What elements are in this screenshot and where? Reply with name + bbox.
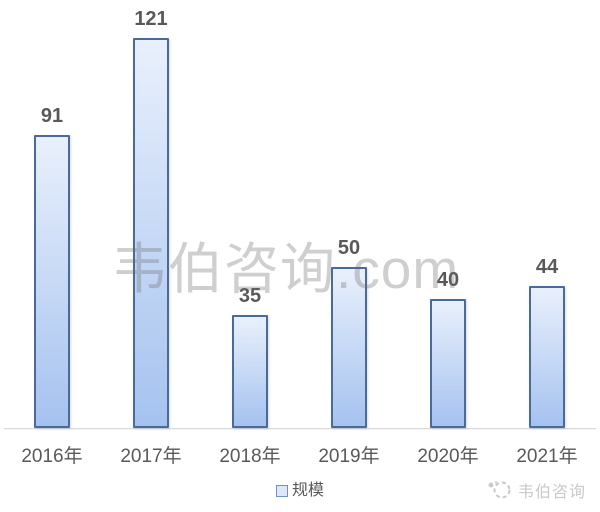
- bar-2018年: [232, 315, 268, 428]
- legend: 规模: [0, 483, 600, 499]
- x-axis-label: 2020年: [417, 446, 479, 467]
- bar-value-label: 121: [134, 8, 168, 30]
- legend-swatch-icon: [275, 485, 288, 497]
- x-axis-label: 2017年: [120, 446, 182, 467]
- footer-brand: 韦伯咨询: [487, 478, 586, 502]
- bar-2017年: [133, 38, 169, 428]
- bar-value-label: 91: [40, 105, 64, 127]
- bar-value-label: 50: [337, 237, 361, 259]
- bar-value-label: 35: [238, 285, 262, 307]
- bar-2019年: [331, 267, 367, 428]
- legend-series-label: 规模: [291, 482, 324, 499]
- x-axis-label: 2021年: [516, 446, 578, 467]
- x-axis-line: [4, 428, 596, 429]
- bar-value-label: 44: [535, 256, 559, 278]
- brand-sketch-circle-icon: [488, 481, 511, 499]
- footer-brand-text: 韦伯咨询: [517, 484, 586, 501]
- x-axis-label: 2018年: [219, 446, 281, 467]
- bar-2020年: [430, 299, 466, 428]
- bar-2021年: [529, 286, 565, 428]
- x-axis-label: 2019年: [318, 446, 380, 467]
- bar-2016年: [34, 135, 70, 428]
- bar-value-label: 40: [436, 269, 460, 291]
- x-axis-label: 2016年: [21, 446, 83, 467]
